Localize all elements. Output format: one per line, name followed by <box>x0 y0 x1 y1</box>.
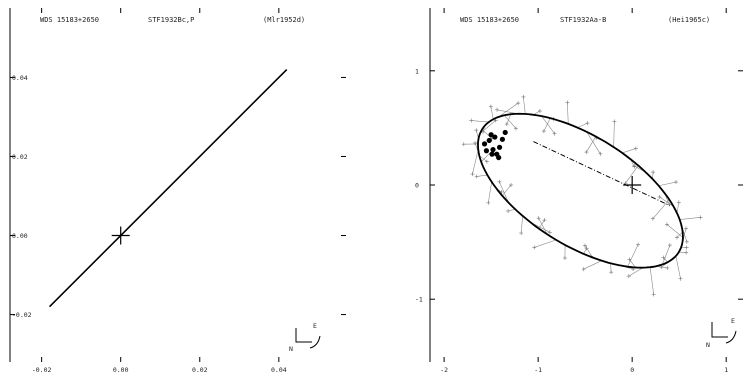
right-compass: E N <box>706 317 737 349</box>
y-tick-label: 0 <box>415 182 419 190</box>
residual-line <box>538 218 548 235</box>
residual-line <box>586 131 601 154</box>
residual-line <box>543 118 551 132</box>
residual-line <box>501 184 512 196</box>
x-tick-label: 0.04 <box>271 366 287 374</box>
residual-line <box>627 244 639 267</box>
residual-line <box>586 136 597 153</box>
left-plot <box>48 68 288 308</box>
x-tick-label: 0.02 <box>192 366 208 374</box>
y-tick-label: 0.00 <box>12 232 28 240</box>
residual-line <box>676 202 680 214</box>
residual-line <box>679 217 701 220</box>
residual-line <box>471 120 489 123</box>
right-ticks: -2 -1 0 1 1 0 -1 <box>415 8 743 374</box>
y-tick-label: 0.04 <box>12 74 28 82</box>
x-tick-label: 0.00 <box>113 366 129 374</box>
right-plot <box>461 94 703 297</box>
observation-dot <box>483 148 490 154</box>
compass-n-label: N <box>289 345 293 353</box>
residual-line <box>613 121 615 148</box>
observation-dot <box>486 137 492 144</box>
residual-line <box>622 148 636 154</box>
residual-line <box>625 165 639 184</box>
y-tick-label: 0.02 <box>12 153 28 161</box>
residual-line <box>577 122 588 128</box>
y-tick-label: -1 <box>415 296 423 304</box>
residual-line <box>523 96 526 114</box>
residual-line <box>520 215 523 234</box>
residual-line <box>506 114 512 125</box>
left-panel: WDS 15183+2650 STF1932Bc,P (Mlr1952d) -0… <box>9 8 346 374</box>
compass-arrow-icon <box>309 335 321 349</box>
right-header-wds: WDS 15183+2650 <box>460 16 519 24</box>
y-tick-label: 1 <box>415 67 419 75</box>
observation-dot <box>496 154 502 161</box>
residual-line <box>498 102 519 118</box>
right-header-ref: (Hei1965c) <box>668 16 710 24</box>
left-header-ref: (Mlr1952d) <box>263 16 305 24</box>
residual-line <box>629 259 636 268</box>
compass-arrow-icon <box>725 330 737 344</box>
orbit-ellipse <box>477 112 684 269</box>
residual-line <box>541 115 555 134</box>
y-tick-label: -0.02 <box>12 311 32 319</box>
right-header-name: STF1932Aa-B <box>560 16 606 24</box>
x-tick-label: -1 <box>534 366 542 374</box>
residual-line <box>583 260 602 270</box>
compass-e-label: E <box>313 322 317 330</box>
compass-axes <box>711 322 728 338</box>
observation-dot <box>492 134 498 140</box>
observation-dot <box>499 136 506 142</box>
residual-line <box>583 248 587 254</box>
compass-n-label: N <box>706 341 710 349</box>
residual-line <box>472 149 479 175</box>
residual-line <box>490 106 494 120</box>
residual-line <box>628 267 644 277</box>
compass-axes <box>295 328 312 343</box>
residual-line <box>504 115 517 129</box>
x-tick-label: -2 <box>440 366 448 374</box>
residual-line <box>662 244 671 265</box>
left-ticks: -0.02 0.00 0.02 0.04 0.04 0.02 0.00 -0.02 <box>10 8 346 374</box>
left-header-name: STF1932Bc,P <box>148 16 194 24</box>
observation-dot <box>490 147 496 153</box>
residual-line <box>663 257 668 263</box>
observation-dot <box>481 141 488 147</box>
residual-line <box>479 155 488 162</box>
right-panel: WDS 15183+2650 STF1932Aa-B (Hei1965c) -2… <box>415 8 743 374</box>
observation-dot <box>502 129 508 136</box>
residual-line <box>659 196 674 207</box>
line-of-nodes <box>533 141 670 207</box>
compass-e-label: E <box>731 317 735 325</box>
orbit-line <box>48 68 288 308</box>
observation-dot <box>496 144 503 150</box>
x-tick-label: 0 <box>630 366 634 374</box>
residual-line <box>584 245 593 258</box>
residual-line <box>676 231 683 238</box>
residual-line <box>666 224 684 238</box>
x-tick-label: -0.02 <box>32 366 52 374</box>
residual-line <box>649 267 654 295</box>
residual-line <box>567 102 569 124</box>
residual-line <box>487 181 492 203</box>
residual-line <box>479 120 496 134</box>
observation-dot <box>488 132 494 138</box>
residual-line <box>658 181 677 187</box>
residual-line <box>499 181 509 203</box>
residual-line <box>675 255 681 279</box>
left-header-wds: WDS 15183+2650 <box>40 16 99 24</box>
x-tick-label: 1 <box>724 366 728 374</box>
residual-line <box>534 239 557 248</box>
residual-line <box>652 199 670 219</box>
observation-dot <box>489 151 495 157</box>
left-compass: E N <box>289 322 321 353</box>
